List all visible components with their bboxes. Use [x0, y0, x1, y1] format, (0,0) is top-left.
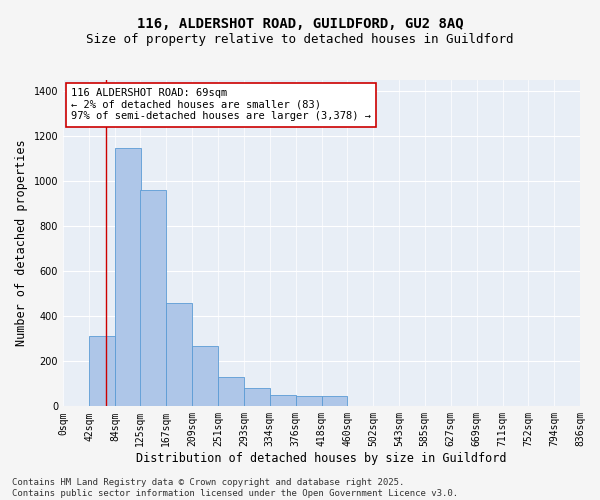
Bar [166, 303, 192, 406]
Text: Size of property relative to detached houses in Guildford: Size of property relative to detached ho… [86, 32, 514, 46]
Bar [269, 395, 296, 406]
Bar [192, 346, 218, 406]
Bar [89, 336, 115, 406]
Bar [244, 388, 270, 406]
Bar [296, 396, 322, 406]
Y-axis label: Number of detached properties: Number of detached properties [15, 140, 28, 346]
Bar [322, 396, 347, 406]
Bar [115, 148, 141, 406]
X-axis label: Distribution of detached houses by size in Guildford: Distribution of detached houses by size … [136, 452, 507, 465]
Bar [218, 377, 244, 406]
Bar [140, 190, 166, 406]
Text: 116 ALDERSHOT ROAD: 69sqm
← 2% of detached houses are smaller (83)
97% of semi-d: 116 ALDERSHOT ROAD: 69sqm ← 2% of detach… [71, 88, 371, 122]
Text: 116, ALDERSHOT ROAD, GUILDFORD, GU2 8AQ: 116, ALDERSHOT ROAD, GUILDFORD, GU2 8AQ [137, 18, 463, 32]
Text: Contains HM Land Registry data © Crown copyright and database right 2025.
Contai: Contains HM Land Registry data © Crown c… [12, 478, 458, 498]
